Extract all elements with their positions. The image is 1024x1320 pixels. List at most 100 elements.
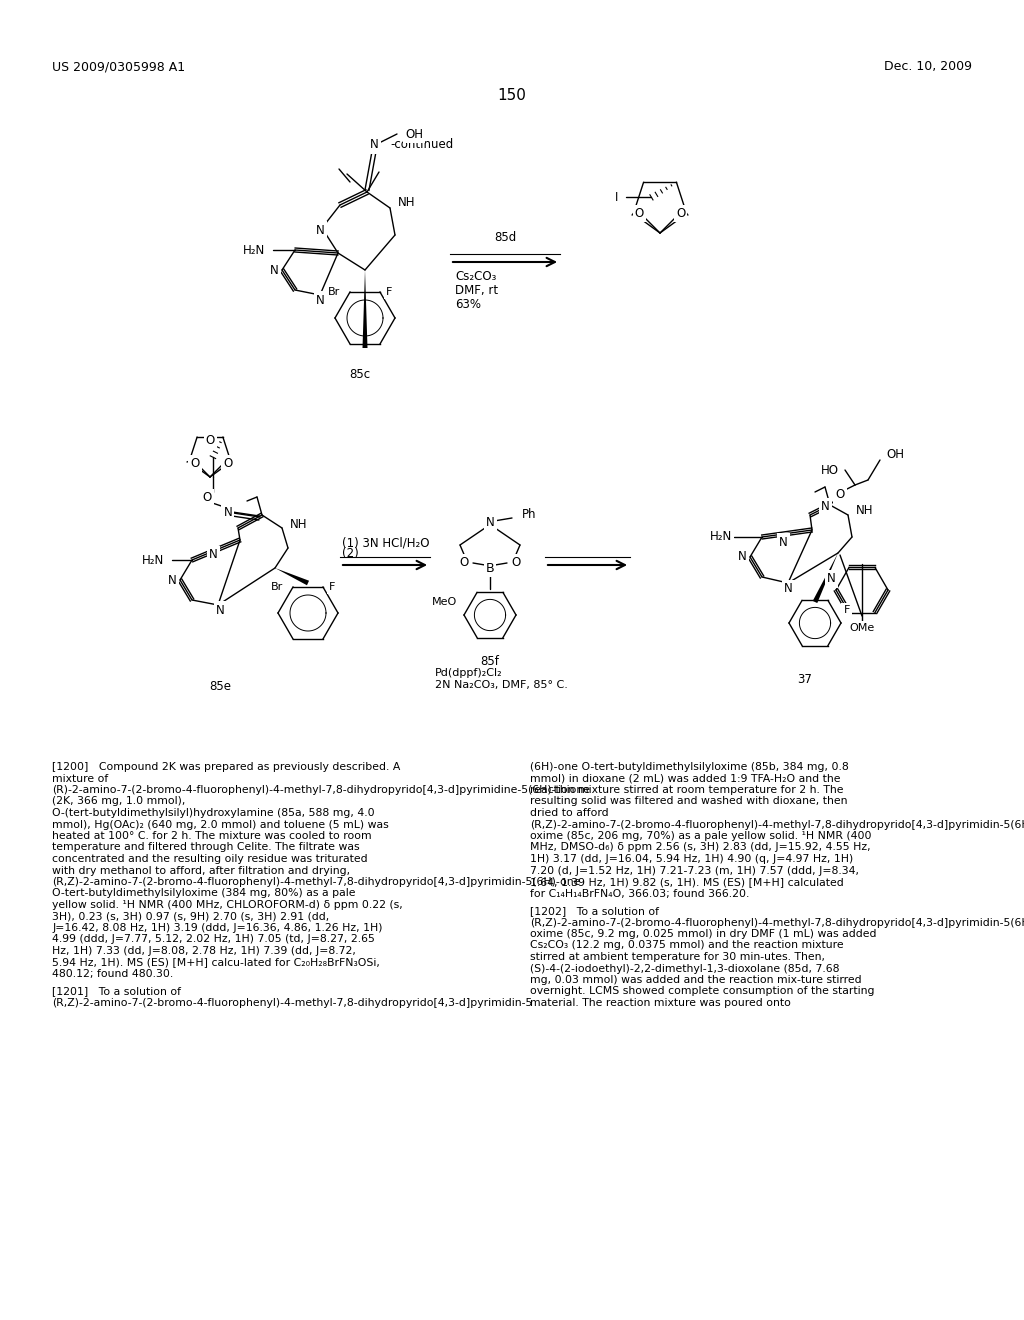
Text: 150: 150 (498, 88, 526, 103)
Text: (S)-4-(2-iodoethyl)-2,2-dimethyl-1,3-dioxolane (85d, 7.68: (S)-4-(2-iodoethyl)-2,2-dimethyl-1,3-dio… (530, 964, 840, 974)
Text: mg, 0.03 mmol) was added and the reaction mix-ture stirred: mg, 0.03 mmol) was added and the reactio… (530, 975, 861, 985)
Text: OH: OH (886, 449, 904, 462)
Text: (6H)-one O-tert-butyldimethylsilyloxime (85b, 384 mg, 0.8: (6H)-one O-tert-butyldimethylsilyloxime … (530, 762, 849, 772)
Text: (1) 3N HCl/H₂O: (1) 3N HCl/H₂O (342, 537, 429, 550)
Text: O-tert-butyldimethylsilyloxime (384 mg, 80%) as a pale: O-tert-butyldimethylsilyloxime (384 mg, … (52, 888, 355, 899)
Text: N: N (485, 516, 495, 529)
Text: N: N (223, 506, 232, 519)
Text: (R,Z)-2-amino-7-(2-bromo-4-fluorophenyl)-4-methyl-7,8-dihydropyrido[4,3-d]pyrimi: (R,Z)-2-amino-7-(2-bromo-4-fluorophenyl)… (52, 876, 581, 887)
Text: O: O (676, 207, 685, 220)
Text: NH: NH (856, 504, 873, 517)
Text: N: N (370, 139, 379, 152)
Text: MeO: MeO (432, 597, 458, 607)
Text: H₂N: H₂N (710, 531, 732, 544)
Text: O: O (836, 488, 845, 502)
Text: 480.12; found 480.30.: 480.12; found 480.30. (52, 969, 173, 979)
Text: OMe: OMe (849, 623, 874, 634)
Text: heated at 100° C. for 2 h. The mixture was cooled to room: heated at 100° C. for 2 h. The mixture w… (52, 832, 372, 841)
Text: 85d: 85d (494, 231, 516, 244)
Text: N: N (209, 549, 217, 561)
Text: O-(tert-butyldimethylsilyl)hydroxylamine (85a, 588 mg, 4.0: O-(tert-butyldimethylsilyl)hydroxylamine… (52, 808, 375, 818)
Text: N: N (826, 573, 836, 586)
Text: (R,Z)-2-amino-7-(2-bromo-4-fluorophenyl)-4-methyl-7,8-dihydropyrido[4,3-d]pyrimi: (R,Z)-2-amino-7-(2-bromo-4-fluorophenyl)… (530, 820, 1024, 829)
Text: Cs₂CO₃ (12.2 mg, 0.0375 mmol) and the reaction mixture: Cs₂CO₃ (12.2 mg, 0.0375 mmol) and the re… (530, 940, 844, 950)
Text: with dry methanol to afford, after filtration and drying,: with dry methanol to afford, after filtr… (52, 866, 350, 875)
Text: N: N (216, 603, 224, 616)
Text: Br: Br (270, 582, 283, 591)
Text: 2N Na₂CO₃, DMF, 85° C.: 2N Na₂CO₃, DMF, 85° C. (435, 680, 568, 690)
Polygon shape (275, 568, 309, 585)
Polygon shape (362, 271, 368, 348)
Text: concentrated and the resulting oily residue was triturated: concentrated and the resulting oily resi… (52, 854, 368, 865)
Text: 1.64, 1.39 Hz, 1H) 9.82 (s, 1H). MS (ES) [M+H] calculated: 1.64, 1.39 Hz, 1H) 9.82 (s, 1H). MS (ES)… (530, 876, 844, 887)
Text: O: O (635, 207, 644, 220)
Polygon shape (813, 553, 838, 603)
Text: 4.99 (ddd, J=7.77, 5.12, 2.02 Hz, 1H) 7.05 (td, J=8.27, 2.65: 4.99 (ddd, J=7.77, 5.12, 2.02 Hz, 1H) 7.… (52, 935, 375, 945)
Text: resulting solid was filtered and washed with dioxane, then: resulting solid was filtered and washed … (530, 796, 848, 807)
Text: H₂N: H₂N (243, 243, 265, 256)
Text: oxime (85c, 9.2 mg, 0.025 mmol) in dry DMF (1 mL) was added: oxime (85c, 9.2 mg, 0.025 mmol) in dry D… (530, 929, 877, 939)
Text: temperature and filtered through Celite. The filtrate was: temperature and filtered through Celite.… (52, 842, 359, 853)
Text: O: O (190, 457, 200, 470)
Text: US 2009/0305998 A1: US 2009/0305998 A1 (52, 59, 185, 73)
Text: B: B (485, 561, 495, 574)
Text: Ph: Ph (522, 508, 537, 521)
Text: O: O (460, 557, 469, 569)
Text: 37: 37 (798, 673, 812, 686)
Text: Hz, 1H) 7.33 (dd, J=8.08, 2.78 Hz, 1H) 7.39 (dd, J=8.72,: Hz, 1H) 7.33 (dd, J=8.08, 2.78 Hz, 1H) 7… (52, 946, 356, 956)
Text: -continued: -continued (390, 139, 454, 150)
Text: O: O (206, 434, 215, 446)
Text: F: F (386, 286, 392, 297)
Text: Pd(dppf)₂Cl₂: Pd(dppf)₂Cl₂ (435, 668, 503, 678)
Text: H₂N: H₂N (141, 553, 164, 566)
Text: (R,Z)-2-amino-7-(2-bromo-4-fluorophenyl)-4-methyl-7,8-dihydropyrido[4,3-d]pyrimi: (R,Z)-2-amino-7-(2-bromo-4-fluorophenyl)… (52, 998, 532, 1008)
Text: O: O (223, 457, 232, 470)
Text: I: I (615, 191, 618, 203)
Text: N: N (315, 293, 325, 306)
Text: oxime (85c, 206 mg, 70%) as a pale yellow solid. ¹H NMR (400: oxime (85c, 206 mg, 70%) as a pale yello… (530, 832, 871, 841)
Text: NH: NH (290, 517, 307, 531)
Text: J=16.42, 8.08 Hz, 1H) 3.19 (ddd, J=16.36, 4.86, 1.26 Hz, 1H): J=16.42, 8.08 Hz, 1H) 3.19 (ddd, J=16.36… (52, 923, 383, 933)
Text: O: O (203, 491, 212, 504)
Text: 85f: 85f (480, 655, 500, 668)
Text: Br: Br (328, 286, 340, 297)
Text: O: O (511, 557, 520, 569)
Text: N: N (783, 582, 793, 595)
Text: 85c: 85c (349, 368, 371, 381)
Text: OH: OH (406, 128, 423, 140)
Text: 7.20 (d, J=1.52 Hz, 1H) 7.21-7.23 (m, 1H) 7.57 (ddd, J=8.34,: 7.20 (d, J=1.52 Hz, 1H) 7.21-7.23 (m, 1H… (530, 866, 859, 875)
Text: F: F (844, 605, 850, 615)
Text: [1200]   Compound 2K was prepared as previously described. A: [1200] Compound 2K was prepared as previ… (52, 762, 400, 772)
Text: F: F (329, 582, 336, 591)
Text: N: N (269, 264, 279, 276)
Text: material. The reaction mixture was poured onto: material. The reaction mixture was poure… (530, 998, 791, 1008)
Text: NH: NH (398, 195, 416, 209)
Text: 5.94 Hz, 1H). MS (ES) [M+H] calcu-lated for C₂₀H₂₈BrFN₃OSi,: 5.94 Hz, 1H). MS (ES) [M+H] calcu-lated … (52, 957, 380, 968)
Text: reaction mixture stirred at room temperature for 2 h. The: reaction mixture stirred at room tempera… (530, 785, 844, 795)
Text: 85e: 85e (209, 680, 231, 693)
Text: 3H), 0.23 (s, 3H) 0.97 (s, 9H) 2.70 (s, 3H) 2.91 (dd,: 3H), 0.23 (s, 3H) 0.97 (s, 9H) 2.70 (s, … (52, 912, 330, 921)
Text: HO: HO (821, 463, 839, 477)
Text: N: N (737, 550, 746, 564)
Text: N: N (820, 500, 829, 513)
Text: for C₁₄H₁₄BrFN₄O, 366.03; found 366.20.: for C₁₄H₁₄BrFN₄O, 366.03; found 366.20. (530, 888, 750, 899)
Text: dried to afford: dried to afford (530, 808, 608, 818)
Text: mmol), Hg(OAc)₂ (640 mg, 2.0 mmol) and toluene (5 mL) was: mmol), Hg(OAc)₂ (640 mg, 2.0 mmol) and t… (52, 820, 389, 829)
Text: N: N (778, 536, 787, 549)
Text: N: N (315, 223, 325, 236)
Text: Dec. 10, 2009: Dec. 10, 2009 (884, 59, 972, 73)
Text: 63%: 63% (455, 298, 481, 312)
Text: stirred at ambient temperature for 30 min-utes. Then,: stirred at ambient temperature for 30 mi… (530, 952, 825, 962)
Text: overnight. LCMS showed complete consumption of the starting: overnight. LCMS showed complete consumpt… (530, 986, 874, 997)
Text: 1H) 3.17 (dd, J=16.04, 5.94 Hz, 1H) 4.90 (q, J=4.97 Hz, 1H): 1H) 3.17 (dd, J=16.04, 5.94 Hz, 1H) 4.90… (530, 854, 853, 865)
Text: (R)-2-amino-7-(2-bromo-4-fluorophenyl)-4-methyl-7,8-dihydropyrido[4,3-d]pyrimidi: (R)-2-amino-7-(2-bromo-4-fluorophenyl)-4… (52, 785, 590, 795)
Text: mmol) in dioxane (2 mL) was added 1:9 TFA-H₂O and the: mmol) in dioxane (2 mL) was added 1:9 TF… (530, 774, 841, 784)
Text: [1202]   To a solution of: [1202] To a solution of (530, 906, 659, 916)
Text: N: N (168, 573, 176, 586)
Text: MHz, DMSO-d₆) δ ppm 2.56 (s, 3H) 2.83 (dd, J=15.92, 4.55 Hz,: MHz, DMSO-d₆) δ ppm 2.56 (s, 3H) 2.83 (d… (530, 842, 870, 853)
Text: yellow solid. ¹H NMR (400 MHz, CHLOROFORM-d) δ ppm 0.22 (s,: yellow solid. ¹H NMR (400 MHz, CHLOROFOR… (52, 900, 402, 909)
Text: (2K, 366 mg, 1.0 mmol),: (2K, 366 mg, 1.0 mmol), (52, 796, 185, 807)
Text: Cs₂CO₃: Cs₂CO₃ (455, 271, 497, 282)
Text: (2): (2) (342, 546, 358, 560)
Text: DMF, rt: DMF, rt (455, 284, 498, 297)
